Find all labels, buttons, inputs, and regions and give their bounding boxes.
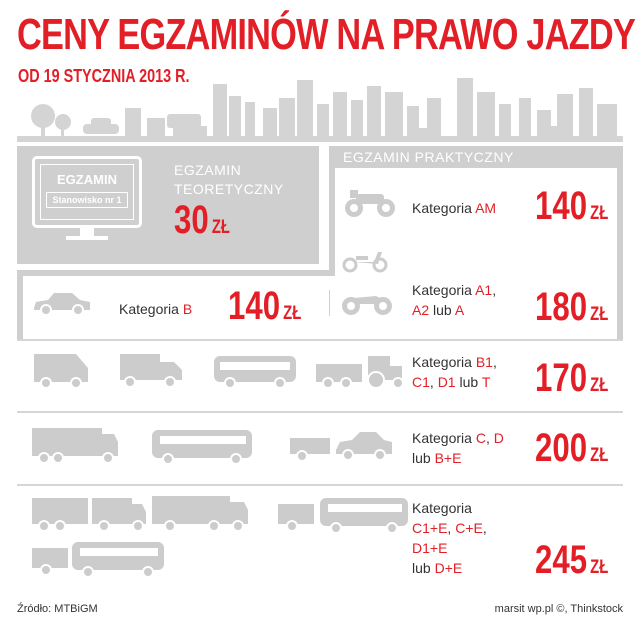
source-text: Źródło: MTBiGM [17,603,98,615]
category-b-label: Kategoria B [119,301,193,317]
price-c: 200 ZŁ [535,426,609,470]
frame-bottom-left [17,270,335,276]
frame-right [617,264,623,340]
frame-left [17,270,23,340]
motorcycle-icon [342,296,392,315]
category-b1-label: Kategoria B1, C1, D1 lub T [412,354,497,390]
price-a: 180 ZŁ [535,285,609,329]
monitor-line1: EGZAMIN [57,172,117,187]
divider-1 [17,339,623,341]
practical-frame-right [617,146,623,270]
practical-header [329,146,623,168]
vehicles-row-ce [32,496,408,576]
scooter-icon [342,252,388,273]
vehicles-row-b1 [34,354,404,389]
page-subtitle: OD 19 STYCZNIA 2013 R. [18,66,190,86]
monitor-line2: Stanowisko nr 1 [46,192,128,208]
quad-icon [345,190,395,217]
practical-frame-left [329,146,335,270]
credit-text: marsit wp.pl ©, Thinkstock [494,603,623,615]
monitor-screen [40,164,134,220]
theory-price: 30 ZŁ [174,198,230,242]
price-b1: 170 ZŁ [535,356,609,400]
monitor-stand [80,228,94,238]
monitor-base [66,236,108,240]
vehicles-row-c [32,428,392,465]
category-c-label: Kategoria C, D lub B+E [412,430,504,466]
theory-label-line2: TEORETYCZNY [174,181,284,197]
price-b: 140 ZŁ [228,284,302,328]
car-icon [34,293,90,316]
divider-2 [17,411,623,413]
price-am: 140 ZŁ [535,184,609,228]
practical-heading: EGZAMIN PRAKTYCZNY [343,149,514,165]
cat-b-separator [329,290,330,316]
skyline-illustration [17,78,623,142]
category-ce-label: Kategoria C1+E, C+E, D1+E lub D+E [412,500,487,576]
category-a-label: Kategoria A1, A2 lub A [412,282,497,318]
divider-3 [17,484,623,486]
page-title: CENY EGZAMINÓW NA PRAWO JAZDY [17,10,636,59]
theory-label-line1: EGZAMIN [174,162,242,178]
price-ce: 245 ZŁ [535,538,609,582]
category-am-label: Kategoria AM [412,200,497,216]
